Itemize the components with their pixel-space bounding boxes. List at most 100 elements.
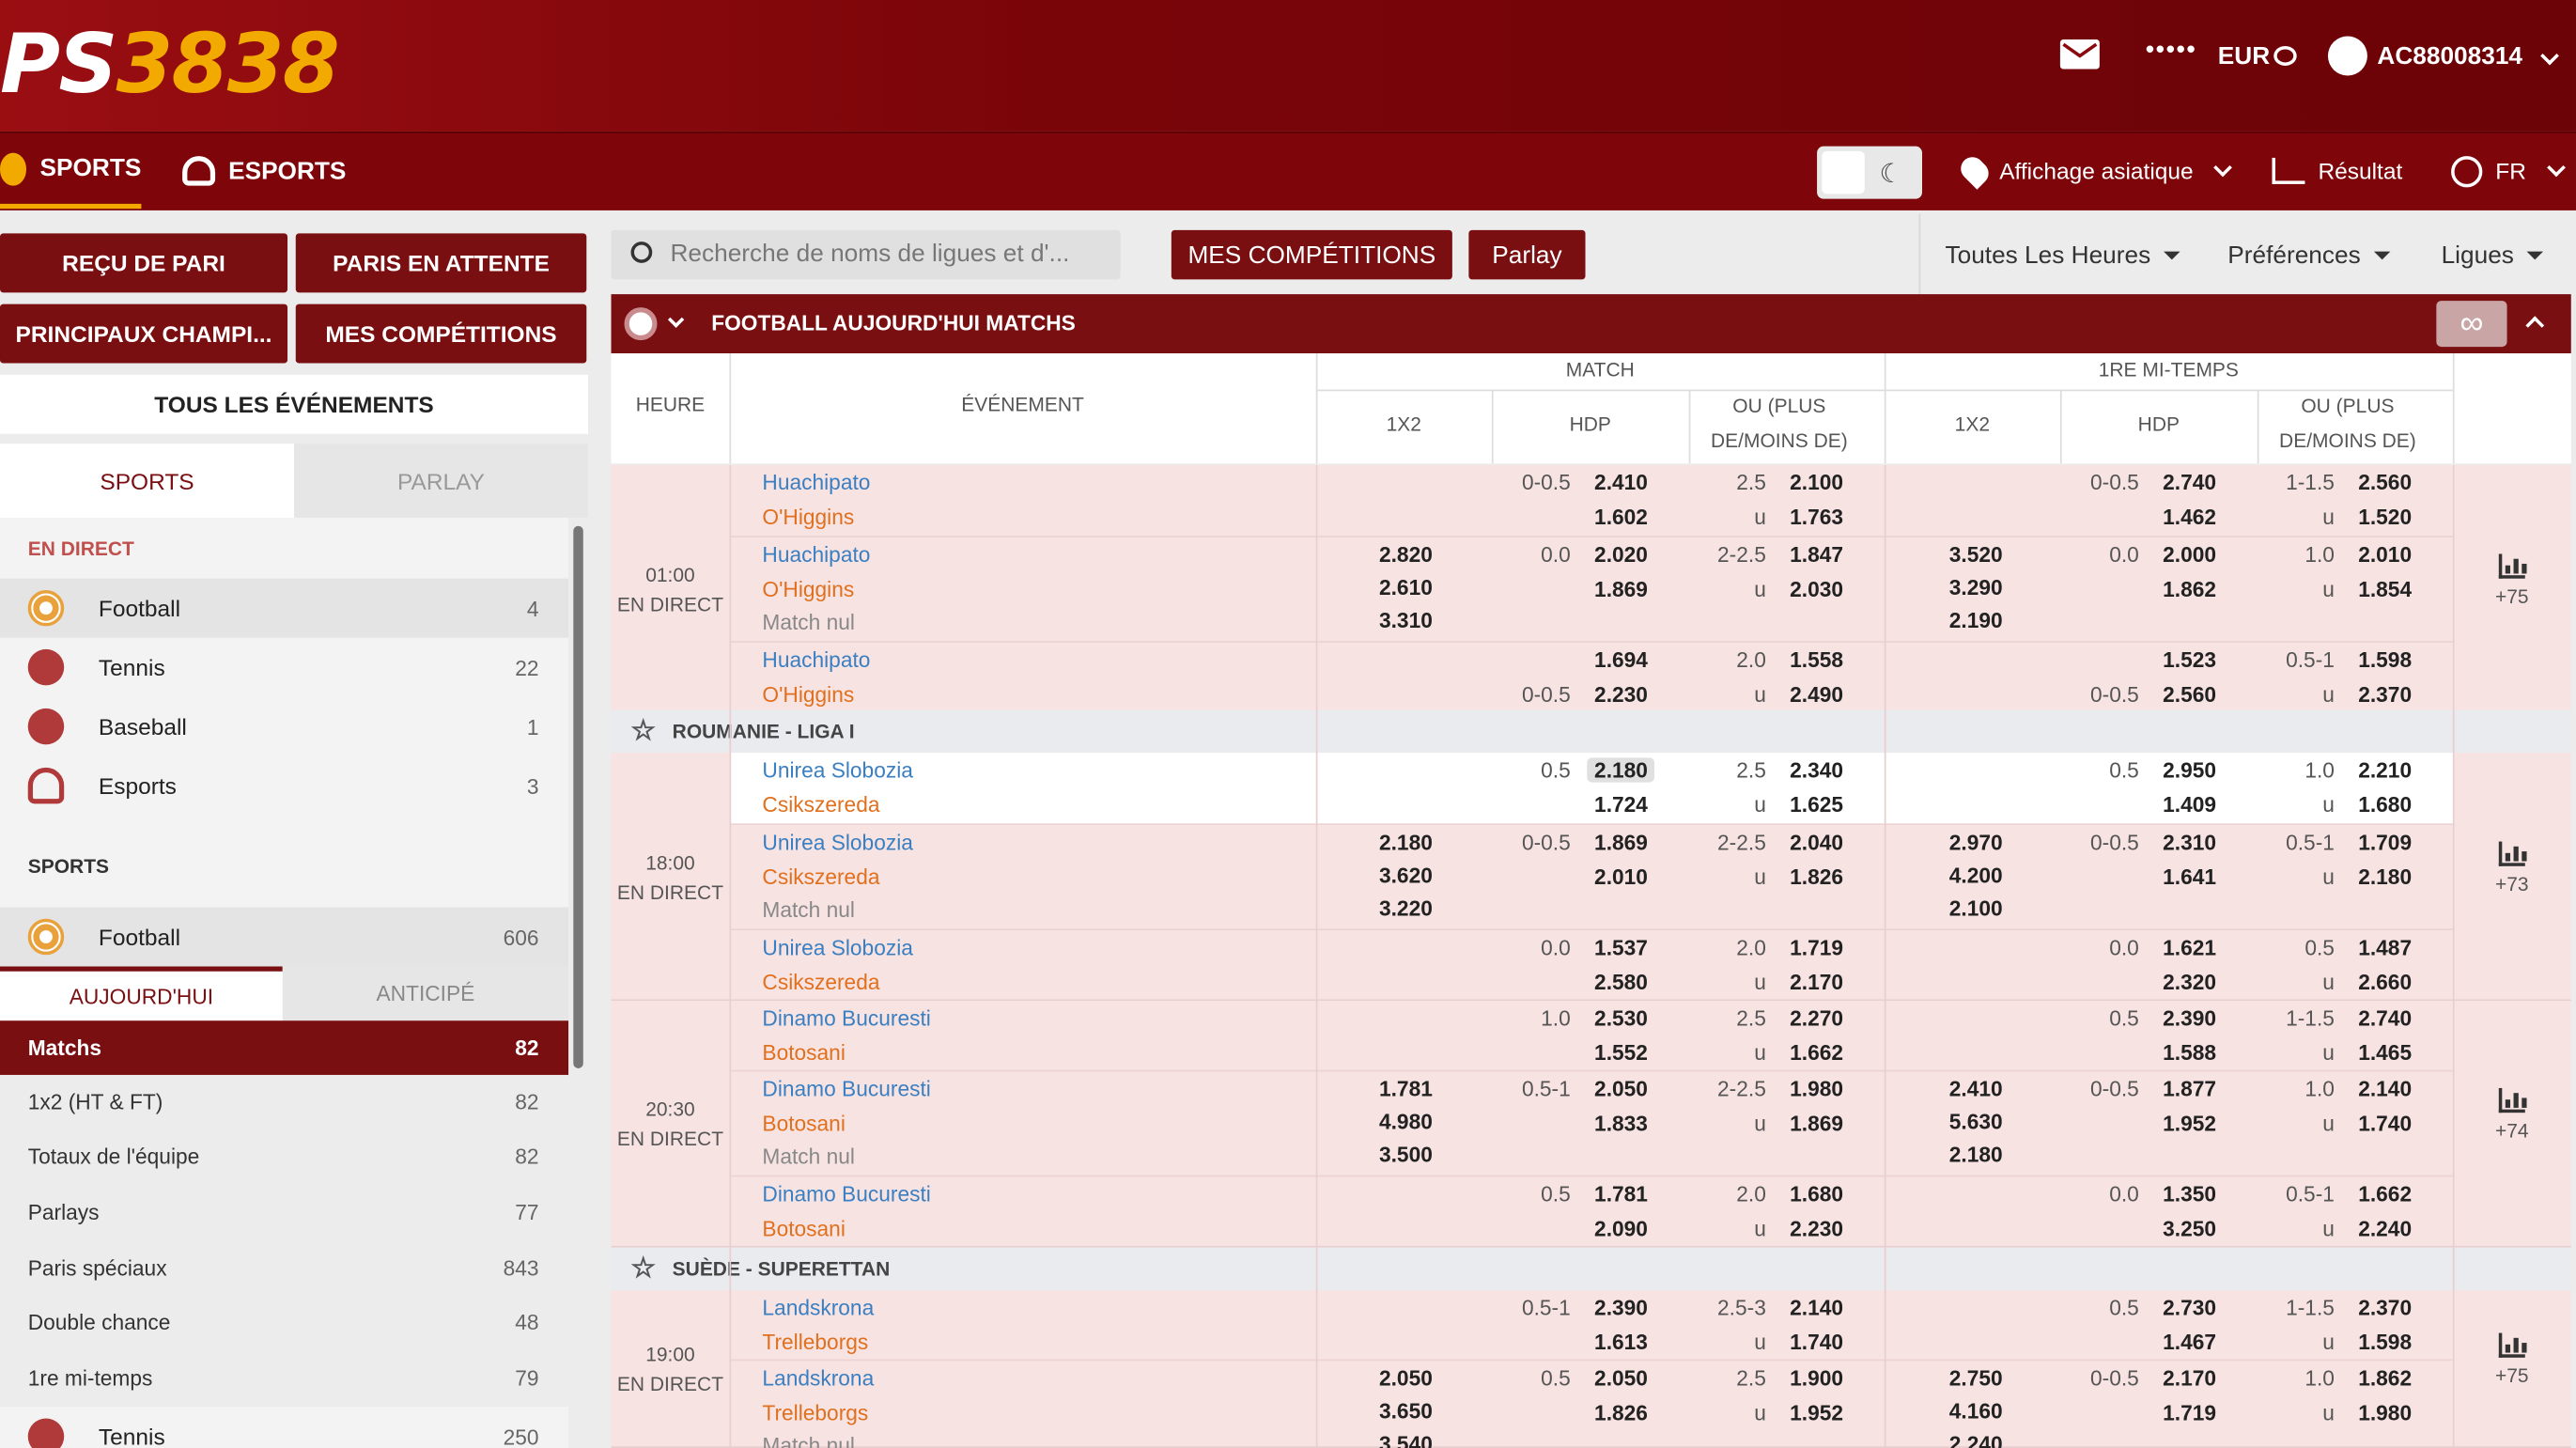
odds-hdp[interactable]: 1.781 [1594,1181,1648,1207]
odds-1x2[interactable]: 3.620 [1378,863,1433,888]
odds-half-hdp[interactable]: 1.523 [2163,647,2217,673]
odds-ou[interactable]: 1.847 [1790,542,1844,568]
home-team[interactable]: Unirea Slobozia [762,757,913,783]
odds-ou[interactable]: 1.826 [1790,864,1844,890]
odds-1x2[interactable]: 1.781 [1378,1076,1433,1101]
market-item[interactable]: Double chance 48 [0,1295,569,1350]
odds-ou[interactable]: 1.719 [1790,935,1844,960]
home-team[interactable]: Landskrona [762,1295,875,1320]
odds-hdp[interactable]: 2.530 [1594,1005,1648,1031]
star-icon[interactable]: ☆ [630,714,657,747]
odds-ou[interactable]: 1.625 [1790,792,1844,817]
odds-half-hdp[interactable]: 1.877 [2163,1076,2217,1101]
odds-half-ou[interactable]: 2.660 [2358,969,2413,995]
market-item[interactable]: 1re mi-temps 79 [0,1350,569,1407]
market-item[interactable]: 1x2 (HT & FT) 82 [0,1074,569,1130]
odds-half-hdp[interactable]: 2.560 [2163,681,2217,708]
odds-ou[interactable]: 1.740 [1790,1330,1844,1355]
stats-button[interactable]: +73 [2489,840,2535,895]
odds-half-hdp[interactable]: 1.862 [2163,576,2217,602]
odds-half-ou[interactable]: 1.709 [2358,830,2413,855]
results-link[interactable]: Résultat [2272,133,2402,209]
eye-slash-icon[interactable] [2273,45,2297,66]
user-icon[interactable] [2327,36,2367,76]
nav-esports[interactable]: ESPORTS [182,133,346,209]
tab-sports[interactable]: SPORTS [0,444,295,518]
odds-half-hdp[interactable]: 2.390 [2163,1005,2217,1031]
odds-ou[interactable]: 1.662 [1790,1040,1844,1066]
odds-hdp[interactable]: 1.602 [1594,504,1648,530]
odds-ou[interactable]: 2.140 [1790,1295,1844,1320]
odds-half-hdp[interactable]: 1.467 [2163,1330,2217,1355]
away-team[interactable]: Trelleborgs [762,1400,869,1425]
odds-half-1x2[interactable]: 2.410 [1948,1076,2003,1101]
odds-half-ou[interactable]: 2.010 [2358,542,2413,568]
odds-half-ou[interactable]: 1.980 [2358,1400,2413,1425]
odds-hdp[interactable]: 1.869 [1594,830,1648,855]
star-icon[interactable]: ☆ [630,1252,657,1285]
odds-ou[interactable]: 1.869 [1790,1111,1844,1136]
odds-half-hdp[interactable]: 2.740 [2163,470,2217,495]
odds-hdp[interactable]: 2.230 [1594,681,1648,708]
odds-half-ou[interactable]: 2.180 [2358,864,2413,890]
odds-1x2[interactable]: 2.610 [1378,575,1433,600]
odds-ou[interactable]: 1.680 [1790,1181,1844,1207]
odds-half-1x2[interactable]: 5.630 [1948,1109,2003,1134]
infinity-icon[interactable]: ∞ [2436,301,2507,348]
odds-hdp[interactable]: 1.724 [1594,792,1648,817]
odds-ou[interactable]: 2.340 [1790,757,1844,783]
away-team[interactable]: Botosani [762,1216,846,1241]
odds-half-ou[interactable]: 1.862 [2358,1365,2413,1391]
odds-half-ou[interactable]: 2.370 [2358,1295,2413,1320]
odds-half-ou[interactable]: 2.560 [2358,470,2413,495]
odds-hdp[interactable]: 1.552 [1594,1040,1648,1066]
section-header[interactable]: FOOTBALL AUJOURD'HUI MATCHS ∞ [611,294,2571,354]
market-item-matchs[interactable]: Matchs 82 [0,1020,569,1076]
scrollbar[interactable] [573,525,583,1068]
odds-half-hdp[interactable]: 1.719 [2163,1400,2217,1425]
tab-today[interactable]: AUJOURD'HUI [0,966,283,1021]
away-team[interactable]: Csikszereda [762,969,880,995]
nav-sports[interactable]: SPORTS [0,133,142,210]
odds-hdp[interactable]: 1.869 [1594,576,1648,602]
live-item-baseball[interactable]: Baseball 1 [0,697,568,756]
odds-1x2[interactable]: 2.180 [1378,830,1433,855]
main-championships-button[interactable]: PRINCIPAUX CHAMPI... [0,304,288,364]
odds-half-hdp[interactable]: 1.952 [2163,1111,2217,1136]
league-header[interactable]: ☆ SUÈDE - SUPERETTAN [611,1247,2571,1291]
all-events-button[interactable]: TOUS LES ÉVÉNEMENTS [0,374,589,434]
bet-receipt-button[interactable]: REÇU DE PARI [0,233,288,293]
display-mode-dropdown[interactable]: Affichage asiatique [1956,133,2233,209]
odds-half-1x2[interactable]: 2.180 [1948,1142,2003,1167]
odds-half-ou[interactable]: 1.520 [2358,504,2413,530]
away-team[interactable]: Botosani [762,1111,846,1136]
odds-1x2[interactable]: 3.310 [1378,608,1433,633]
odds-ou[interactable]: 1.900 [1790,1365,1844,1391]
tab-early[interactable]: ANTICIPÉ [282,966,569,1021]
odds-ou[interactable]: 2.040 [1790,830,1844,855]
odds-ou[interactable]: 2.030 [1790,576,1844,602]
home-team[interactable]: Unirea Slobozia [762,830,913,855]
odds-hdp[interactable]: 2.050 [1594,1076,1648,1101]
odds-1x2[interactable]: 2.050 [1378,1365,1433,1391]
odds-hdp[interactable]: 2.390 [1594,1295,1648,1320]
odds-half-ou[interactable]: 2.210 [2358,757,2413,783]
odds-ou[interactable]: 2.170 [1790,969,1844,995]
stats-button[interactable]: +75 [2489,553,2535,607]
odds-half-ou[interactable]: 1.854 [2358,576,2413,602]
odds-half-ou[interactable]: 1.740 [2358,1111,2413,1136]
odds-half-ou[interactable]: 1.662 [2358,1181,2413,1207]
my-competitions-toggle[interactable]: MES COMPÉTITIONS [1171,229,1452,280]
odds-hdp[interactable]: 2.180 [1588,757,1654,783]
language-dropdown[interactable]: FR [2451,133,2566,209]
live-item-football[interactable]: Football 4 [0,578,569,638]
home-team[interactable]: Huachipato [762,542,871,568]
odds-hdp[interactable]: 1.613 [1594,1330,1648,1355]
away-team[interactable]: Botosani [762,1040,846,1066]
home-team[interactable]: Landskrona [762,1365,875,1391]
odds-half-hdp[interactable]: 2.320 [2163,969,2217,995]
live-item-tennis[interactable]: Tennis 22 [0,638,568,697]
odds-half-hdp[interactable]: 2.000 [2163,542,2217,568]
away-team[interactable]: O'Higgins [762,681,855,708]
stats-button[interactable]: +75 [2489,1332,2535,1387]
